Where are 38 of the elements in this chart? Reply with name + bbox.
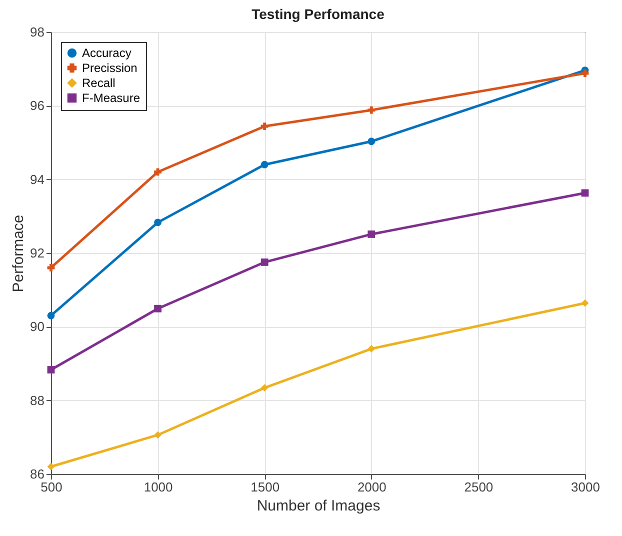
point <box>154 304 162 312</box>
x-tick-label: 3000 <box>571 480 600 494</box>
y-tick-label: 86 <box>30 466 44 482</box>
point <box>47 462 55 470</box>
x-tick-label: 1000 <box>144 480 173 494</box>
x-axis-title: Number of Images <box>256 498 380 514</box>
y-tick-label: 96 <box>30 98 44 114</box>
point <box>154 431 162 439</box>
legend-label: Accuracy <box>82 46 132 60</box>
x-tick-label: 2000 <box>357 480 386 494</box>
legend-label: Precission <box>82 61 138 75</box>
point <box>368 230 376 238</box>
y-tick-label: 98 <box>30 24 44 40</box>
point <box>154 218 162 226</box>
y-tick-label: 92 <box>30 246 44 260</box>
chart-title: Testing Perfomance <box>252 6 385 22</box>
point <box>47 264 55 272</box>
x-tick-label: 500 <box>40 480 62 494</box>
y-tick-label: 88 <box>30 392 44 408</box>
point <box>260 258 268 266</box>
legend-label: F-Measure <box>82 91 140 105</box>
point <box>47 366 55 374</box>
point <box>154 168 162 176</box>
point <box>368 138 376 146</box>
point <box>260 160 268 168</box>
point <box>368 106 376 114</box>
y-tick-label: 90 <box>30 319 44 334</box>
y-tick-label: 94 <box>30 172 44 187</box>
x-tick-label: 2500 <box>464 480 494 494</box>
point <box>581 70 589 77</box>
point <box>260 122 268 130</box>
y-axis-title: Performace <box>10 214 28 292</box>
x-tick-label: 1500 <box>250 480 280 494</box>
point <box>368 345 376 352</box>
point <box>581 299 589 307</box>
point <box>47 312 55 320</box>
legend-label: Recall <box>82 76 116 90</box>
point <box>260 384 268 392</box>
